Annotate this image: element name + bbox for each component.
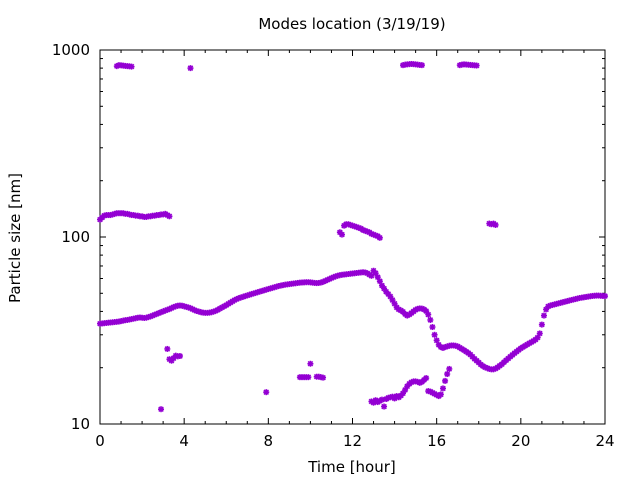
y-tick-label: 10 xyxy=(71,415,90,433)
data-point xyxy=(187,65,194,72)
y-axis: 10 100 1000 xyxy=(52,41,605,433)
data-point xyxy=(473,62,480,69)
data-point xyxy=(263,389,270,396)
data-point xyxy=(320,374,327,381)
data-point xyxy=(431,331,438,338)
x-axis-label: Time [hour] xyxy=(307,458,396,476)
data-point xyxy=(164,345,171,352)
chart-title: Modes location (3/19/19) xyxy=(258,15,445,33)
x-tick-label: 4 xyxy=(179,432,189,450)
data-point xyxy=(425,311,432,318)
data-point xyxy=(338,231,345,238)
data-point xyxy=(376,278,383,285)
data-point xyxy=(128,63,135,70)
data-point xyxy=(368,272,375,279)
data-point xyxy=(538,321,545,328)
data-point xyxy=(423,375,430,382)
y-tick-label: 100 xyxy=(61,228,90,246)
plot-border xyxy=(99,49,606,425)
data-point xyxy=(602,293,608,300)
y-axis-label: Particle size [nm] xyxy=(6,173,24,303)
data-point xyxy=(442,377,449,384)
data-point xyxy=(158,406,165,413)
data-point xyxy=(427,316,434,323)
data-points xyxy=(97,60,608,413)
data-point xyxy=(176,353,183,360)
data-point xyxy=(446,365,453,372)
data-point xyxy=(378,396,385,403)
x-tick-label: 8 xyxy=(264,432,274,450)
x-tick-label: 12 xyxy=(343,432,362,450)
x-tick-label: 24 xyxy=(595,432,614,450)
data-point xyxy=(540,312,547,319)
data-point xyxy=(444,371,451,378)
data-point xyxy=(307,360,314,367)
x-tick-label: 0 xyxy=(95,432,105,450)
data-point xyxy=(492,221,499,228)
data-point xyxy=(439,385,446,392)
x-tick-label: 20 xyxy=(511,432,530,450)
y-tick-label: 1000 xyxy=(52,41,90,59)
x-tick-label: 16 xyxy=(427,432,446,450)
data-point xyxy=(418,62,425,69)
x-axis: 0 4 8 12 16 20 24 xyxy=(95,50,615,450)
data-point xyxy=(305,374,312,381)
data-point xyxy=(536,330,543,337)
data-point xyxy=(376,234,383,241)
data-point xyxy=(429,324,436,331)
data-point xyxy=(381,403,388,410)
plot-frame xyxy=(99,49,606,425)
data-point xyxy=(166,213,173,220)
data-point xyxy=(437,391,444,398)
